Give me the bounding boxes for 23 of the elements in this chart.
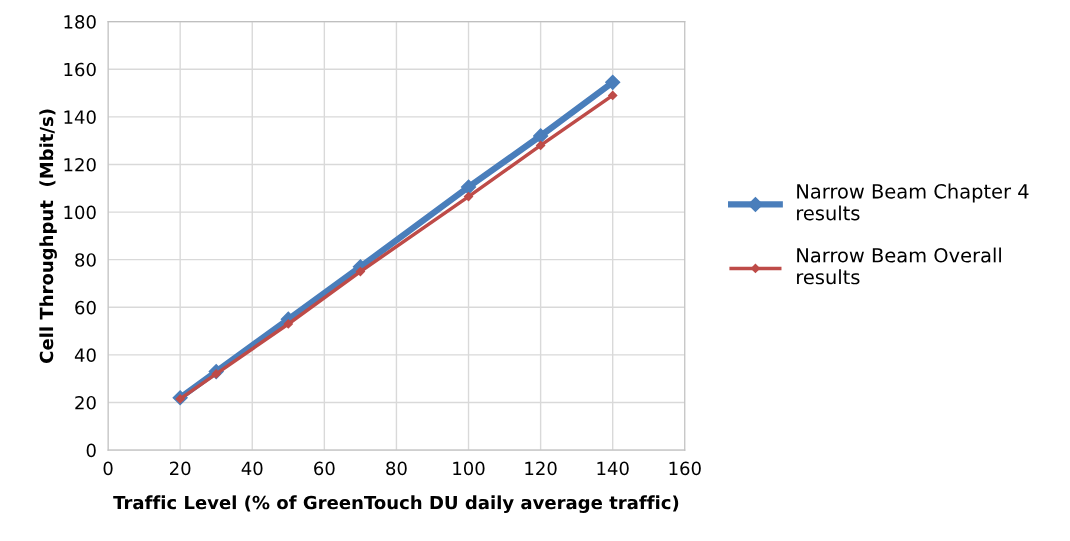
x-tick-label: 120 (525, 461, 557, 476)
x-tick-label: 100 (453, 461, 485, 476)
x-axis-title: Traffic Level (% of GreenTouch DU daily average traffic) (113, 495, 679, 513)
x-tick-label: 20 (170, 461, 191, 476)
y-tick-label: 180 (64, 15, 96, 29)
y-tick-label: 140 (64, 110, 96, 124)
y-tick-label: 80 (75, 253, 96, 267)
legend-label: Narrow Beam Chapter 4 results (797, 183, 1029, 221)
x-tick-label: 60 (314, 461, 335, 476)
y-tick-label: 60 (75, 300, 96, 315)
x-tick-label: 0 (103, 461, 113, 476)
x-tick-label: 140 (597, 461, 629, 476)
y-tick-label: 0 (86, 443, 96, 458)
x-tick-label: 160 (669, 461, 701, 476)
y-tick-label: 100 (64, 205, 96, 220)
legend-label: Narrow Beam Overall results (797, 247, 1001, 285)
x-tick-label: 80 (386, 461, 407, 476)
y-tick-label: 120 (64, 157, 96, 172)
y-tick-label: 20 (75, 395, 96, 410)
x-tick-label: 40 (241, 461, 263, 476)
y-tick-label: 40 (74, 348, 96, 363)
y-tick-label: 160 (64, 62, 96, 77)
y-axis-title: Cell Throughput (Mbit/s) (39, 109, 57, 363)
